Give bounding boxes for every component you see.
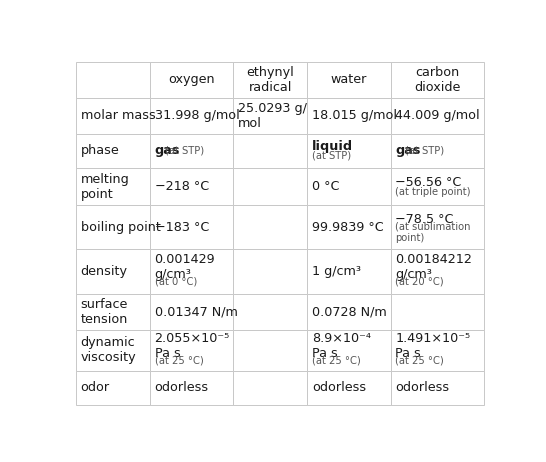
Text: phase: phase xyxy=(81,144,120,157)
Bar xyxy=(150,206,233,249)
Bar xyxy=(150,371,233,405)
Bar xyxy=(76,293,150,329)
Bar xyxy=(307,206,391,249)
Text: oxygen: oxygen xyxy=(168,73,215,86)
Text: 0.0728 N/m: 0.0728 N/m xyxy=(312,305,387,318)
Text: water: water xyxy=(331,73,367,86)
Bar xyxy=(307,168,391,206)
Bar xyxy=(307,293,391,329)
Bar xyxy=(150,61,233,97)
Bar xyxy=(391,293,484,329)
Text: (at STP): (at STP) xyxy=(165,146,204,156)
Bar xyxy=(76,371,150,405)
Text: (at triple point): (at triple point) xyxy=(395,187,471,197)
Text: 0 °C: 0 °C xyxy=(312,180,340,193)
Bar xyxy=(76,97,150,134)
Text: boiling point: boiling point xyxy=(81,220,161,233)
Bar xyxy=(76,168,150,206)
Bar xyxy=(76,329,150,371)
Text: ethynyl
radical: ethynyl radical xyxy=(246,66,294,94)
Bar xyxy=(150,249,233,293)
Text: 44.009 g/mol: 44.009 g/mol xyxy=(395,109,480,122)
Text: 2.055×10⁻⁵
Pa s: 2.055×10⁻⁵ Pa s xyxy=(155,332,230,360)
Text: (at 20 °C): (at 20 °C) xyxy=(395,276,444,286)
Bar xyxy=(150,97,233,134)
Text: odorless: odorless xyxy=(155,382,209,395)
Text: dynamic
viscosity: dynamic viscosity xyxy=(81,336,136,364)
Text: surface
tension: surface tension xyxy=(81,298,128,326)
Text: 0.001429
g/cm³: 0.001429 g/cm³ xyxy=(155,253,215,281)
Bar xyxy=(233,97,307,134)
Bar xyxy=(150,329,233,371)
Bar xyxy=(233,168,307,206)
Bar xyxy=(76,134,150,168)
Bar xyxy=(233,371,307,405)
Bar xyxy=(76,61,150,97)
Bar xyxy=(391,61,484,97)
Text: liquid: liquid xyxy=(312,140,353,153)
Bar xyxy=(233,249,307,293)
Text: 0.01347 N/m: 0.01347 N/m xyxy=(155,305,238,318)
Text: molar mass: molar mass xyxy=(81,109,156,122)
Bar xyxy=(307,61,391,97)
Text: (at STP): (at STP) xyxy=(406,146,444,156)
Bar xyxy=(233,61,307,97)
Text: odorless: odorless xyxy=(312,382,366,395)
Bar xyxy=(233,206,307,249)
Bar xyxy=(391,134,484,168)
Text: (at sublimation
point): (at sublimation point) xyxy=(395,222,471,243)
Bar xyxy=(391,168,484,206)
Text: density: density xyxy=(81,265,128,278)
Bar xyxy=(307,134,391,168)
Bar xyxy=(233,134,307,168)
Text: −183 °C: −183 °C xyxy=(155,220,209,233)
Text: −78.5 °C: −78.5 °C xyxy=(395,213,454,225)
Bar xyxy=(76,206,150,249)
Bar xyxy=(391,329,484,371)
Text: (at STP): (at STP) xyxy=(312,151,351,161)
Text: −218 °C: −218 °C xyxy=(155,180,209,193)
Bar xyxy=(150,293,233,329)
Bar xyxy=(76,249,150,293)
Text: odorless: odorless xyxy=(395,382,449,395)
Text: 8.9×10⁻⁴
Pa s: 8.9×10⁻⁴ Pa s xyxy=(312,332,371,360)
Bar xyxy=(391,249,484,293)
Bar xyxy=(233,329,307,371)
Text: (at 25 °C): (at 25 °C) xyxy=(395,355,444,365)
Text: 99.9839 °C: 99.9839 °C xyxy=(312,220,384,233)
Text: 1.491×10⁻⁵
Pa s: 1.491×10⁻⁵ Pa s xyxy=(395,332,471,360)
Bar xyxy=(307,249,391,293)
Bar xyxy=(150,134,233,168)
Text: 18.015 g/mol: 18.015 g/mol xyxy=(312,109,397,122)
Text: carbon
dioxide: carbon dioxide xyxy=(414,66,460,94)
Text: gas: gas xyxy=(395,144,421,157)
Text: (at 25 °C): (at 25 °C) xyxy=(312,355,361,365)
Bar xyxy=(307,371,391,405)
Bar xyxy=(391,206,484,249)
Text: (at 0 °C): (at 0 °C) xyxy=(155,276,197,286)
Bar xyxy=(307,97,391,134)
Text: melting
point: melting point xyxy=(81,173,129,201)
Bar xyxy=(150,168,233,206)
Text: gas: gas xyxy=(155,144,180,157)
Bar xyxy=(307,329,391,371)
Text: −56.56 °C: −56.56 °C xyxy=(395,176,462,188)
Text: 1 g/cm³: 1 g/cm³ xyxy=(312,265,361,278)
Bar xyxy=(233,293,307,329)
Bar xyxy=(391,371,484,405)
Text: 31.998 g/mol: 31.998 g/mol xyxy=(155,109,239,122)
Text: (at 25 °C): (at 25 °C) xyxy=(155,355,203,365)
Text: 0.00184212
g/cm³: 0.00184212 g/cm³ xyxy=(395,253,472,281)
Bar xyxy=(391,97,484,134)
Text: odor: odor xyxy=(81,382,110,395)
Text: 25.0293 g/
mol: 25.0293 g/ mol xyxy=(238,102,307,129)
